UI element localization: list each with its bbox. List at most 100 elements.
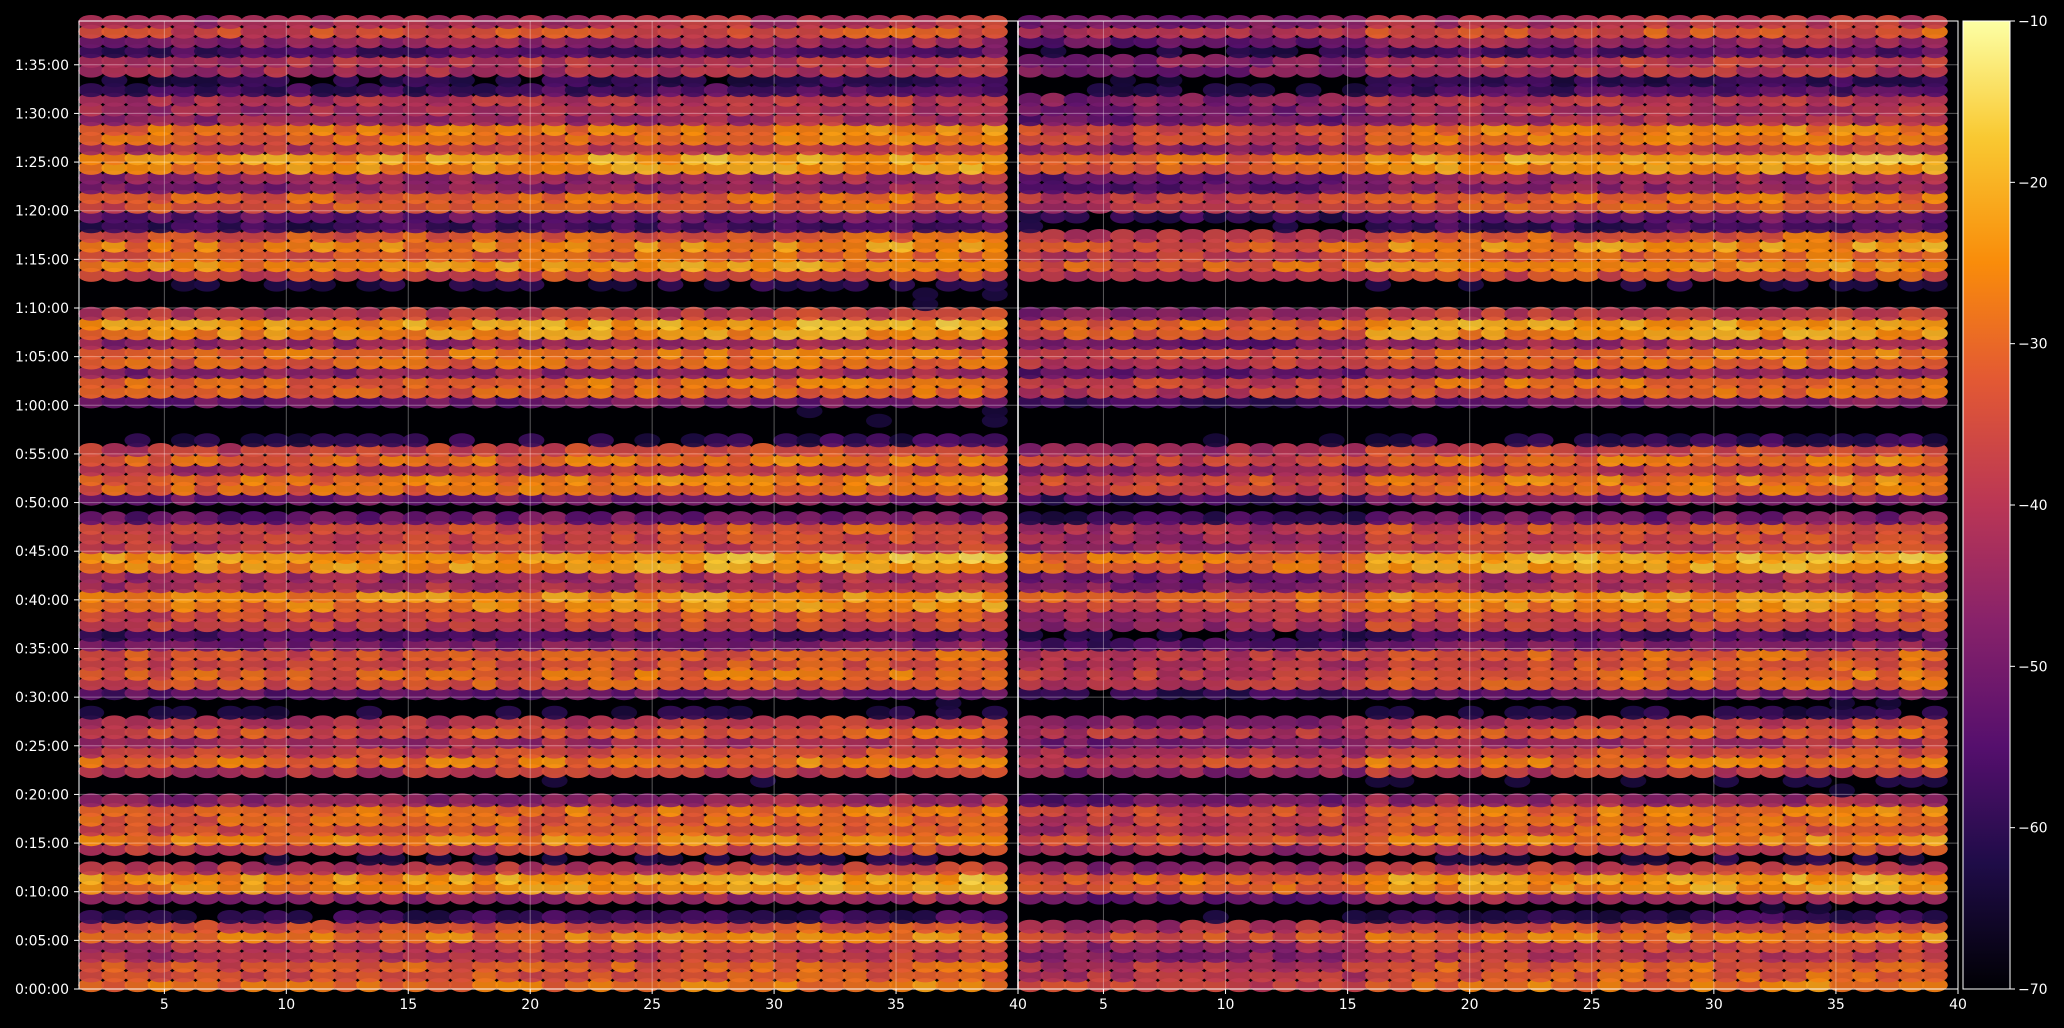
heatmap-cell bbox=[217, 686, 244, 701]
heatmap-cell bbox=[518, 948, 545, 963]
heatmap-cell bbox=[379, 734, 406, 749]
heatmap-cell bbox=[147, 306, 174, 321]
heatmap-cell bbox=[935, 890, 962, 905]
heatmap-cell bbox=[611, 812, 638, 827]
heatmap-cell bbox=[657, 511, 684, 526]
heatmap-cell bbox=[750, 948, 777, 963]
heatmap-cell bbox=[750, 773, 777, 788]
heatmap-cell bbox=[727, 948, 753, 963]
heatmap-cell bbox=[587, 15, 614, 29]
heatmap-cell bbox=[773, 433, 800, 448]
heatmap-cell bbox=[541, 948, 568, 963]
heatmap-cell bbox=[147, 725, 174, 740]
heatmap-cell bbox=[819, 725, 846, 740]
heatmap-cell bbox=[935, 744, 962, 759]
heatmap-cell bbox=[842, 793, 869, 808]
heatmap-cell bbox=[124, 871, 151, 886]
heatmap-cell bbox=[1063, 715, 1090, 730]
heatmap-cell bbox=[379, 822, 406, 837]
heatmap-cell bbox=[1063, 919, 1090, 934]
heatmap-cell bbox=[379, 511, 406, 526]
heatmap-cell bbox=[657, 832, 684, 847]
heatmap-cell bbox=[1597, 861, 1624, 876]
heatmap-cell bbox=[587, 958, 614, 973]
heatmap-cell bbox=[1388, 793, 1415, 808]
heatmap-cell bbox=[472, 812, 499, 827]
heatmap-cell bbox=[866, 822, 892, 837]
heatmap-cell bbox=[309, 511, 336, 526]
heatmap-cell bbox=[935, 958, 962, 973]
heatmap-cell bbox=[912, 744, 939, 759]
heatmap-cell bbox=[333, 871, 360, 886]
heatmap-cell bbox=[889, 754, 916, 769]
heatmap-cell bbox=[634, 919, 661, 934]
heatmap-cell bbox=[309, 929, 336, 944]
heatmap-cell bbox=[286, 754, 313, 769]
heatmap-cell bbox=[78, 705, 105, 720]
heatmap-cell bbox=[263, 880, 290, 895]
heatmap-cell bbox=[1852, 910, 1879, 924]
heatmap-cell bbox=[286, 686, 313, 701]
heatmap-cell bbox=[866, 433, 892, 448]
heatmap-cell bbox=[124, 764, 151, 779]
heatmap-cell bbox=[448, 725, 475, 740]
heatmap-cell bbox=[657, 803, 684, 817]
heatmap-cell bbox=[194, 880, 220, 895]
heatmap-cell bbox=[1017, 793, 1044, 808]
heatmap-cell bbox=[448, 832, 475, 847]
heatmap-cell bbox=[124, 725, 151, 740]
heatmap-cell bbox=[1457, 910, 1484, 924]
heatmap-cell bbox=[379, 433, 406, 448]
heatmap-cell bbox=[935, 803, 962, 817]
heatmap-cell bbox=[333, 948, 360, 963]
heatmap-cell bbox=[101, 880, 128, 895]
heatmap-cell bbox=[611, 754, 638, 769]
heatmap-cell bbox=[680, 958, 707, 973]
heatmap-cell bbox=[147, 676, 174, 691]
heatmap-cell bbox=[379, 968, 406, 983]
heatmap-cell bbox=[657, 686, 684, 701]
heatmap-cell bbox=[518, 929, 545, 944]
heatmap-cell bbox=[101, 841, 128, 856]
heatmap-cell bbox=[194, 890, 220, 905]
heatmap-cell bbox=[240, 433, 267, 448]
heatmap-cell bbox=[981, 929, 1008, 944]
heatmap-cell bbox=[333, 832, 360, 847]
heatmap-cell bbox=[958, 725, 985, 740]
heatmap-cell bbox=[425, 841, 452, 856]
heatmap-cell bbox=[240, 793, 267, 808]
heatmap-cell bbox=[634, 958, 661, 973]
heatmap-cell bbox=[379, 793, 406, 808]
heatmap-cell bbox=[402, 803, 429, 817]
heatmap-cell bbox=[727, 871, 753, 886]
heatmap-cell bbox=[819, 686, 846, 701]
heatmap-cell bbox=[263, 725, 290, 740]
heatmap-cell bbox=[541, 764, 568, 779]
heatmap-cell bbox=[240, 919, 267, 934]
heatmap-cell bbox=[240, 871, 267, 886]
heatmap-cell bbox=[194, 15, 220, 29]
heatmap-cell bbox=[727, 890, 753, 905]
heatmap-cell bbox=[78, 822, 105, 837]
heatmap-cell bbox=[842, 919, 869, 934]
heatmap-cell bbox=[518, 880, 545, 895]
heatmap-cell bbox=[773, 910, 800, 924]
heatmap-cell bbox=[170, 744, 197, 759]
heatmap-cell bbox=[564, 910, 591, 924]
heatmap-cell bbox=[634, 890, 661, 905]
heatmap-cell bbox=[240, 841, 267, 856]
heatmap-cell bbox=[1156, 793, 1183, 808]
heatmap-cell bbox=[680, 511, 707, 526]
heatmap-cell bbox=[402, 764, 429, 779]
heatmap-cell bbox=[379, 890, 406, 905]
heatmap-cell bbox=[286, 725, 313, 740]
heatmap-cell bbox=[935, 793, 962, 808]
heatmap-cell bbox=[889, 832, 916, 847]
heatmap-cell bbox=[796, 841, 823, 856]
heatmap-cell bbox=[796, 929, 823, 944]
heatmap-cell bbox=[634, 764, 661, 779]
heatmap-cell bbox=[472, 715, 499, 730]
heatmap-cell bbox=[170, 705, 197, 720]
heatmap-cell bbox=[727, 832, 753, 847]
heatmap-cell bbox=[796, 948, 823, 963]
